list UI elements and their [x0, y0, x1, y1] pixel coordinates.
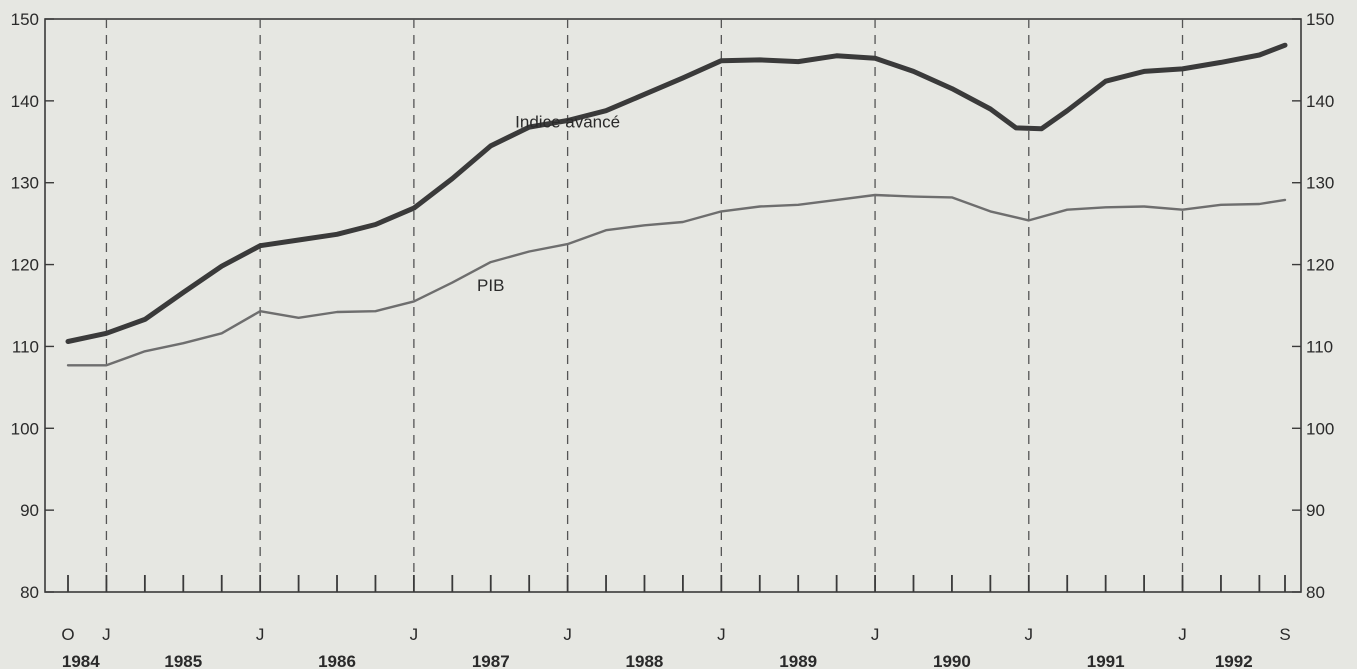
y-tick-label-right: 120 [1306, 256, 1334, 275]
x-month-label: J [1025, 625, 1034, 644]
x-month-label: J [871, 625, 880, 644]
series-lines [65, 42, 1288, 367]
x-year-label: 1990 [933, 652, 971, 669]
y-tick-label-right: 130 [1306, 174, 1334, 193]
dashed-gridlines [105, 19, 1184, 592]
y-tick-label-right: 90 [1306, 501, 1325, 520]
y-tick-label-right: 100 [1306, 419, 1334, 438]
x-month-label: J [563, 625, 572, 644]
x-month-label: J [410, 625, 419, 644]
y-tick-label-left: 130 [11, 174, 39, 193]
x-month-label: O [61, 625, 74, 644]
x-axis: O J J J J J J J J S 1984 1985 1986 1987 1988 1989 1990 19… [61, 625, 1290, 669]
series-line [66, 193, 1287, 367]
x-year-label: 1986 [318, 652, 356, 669]
series-label: PIB [477, 276, 504, 295]
y-tick-label-right: 150 [1306, 10, 1334, 29]
x-year-label: 1992 [1215, 652, 1253, 669]
y-tick-label-left: 90 [20, 501, 39, 520]
plot-frame [44, 18, 1302, 593]
x-month-label: J [1178, 625, 1187, 644]
y-tick-label-right: 110 [1306, 337, 1333, 356]
y-tick-label-right: 140 [1306, 92, 1334, 111]
y-axis-right: 80 90 100 110 120 130 140 150 [1292, 10, 1334, 602]
y-tick-label-right: 80 [1306, 583, 1325, 602]
y-tick-label-left: 140 [11, 92, 39, 111]
y-tick-label-left: 80 [20, 583, 39, 602]
y-tick-label-left: 150 [11, 10, 39, 29]
y-axis-left: 80 90 100 110 120 130 140 150 [11, 10, 54, 602]
x-month-label: J [102, 625, 111, 644]
monthly-ticks [67, 575, 1286, 592]
x-year-label: 1987 [472, 652, 510, 669]
y-tick-label-left: 100 [11, 419, 39, 438]
series-label: Indice avancé [515, 112, 620, 131]
y-tick-label-left: 110 [12, 337, 39, 356]
series-line [65, 42, 1288, 344]
x-month-label: J [256, 625, 265, 644]
x-year-label: 1984 [62, 652, 100, 669]
x-month-label: J [717, 625, 726, 644]
x-month-label: S [1279, 625, 1290, 644]
x-year-label: 1985 [164, 652, 202, 669]
x-year-label: 1991 [1087, 652, 1125, 669]
x-year-label: 1988 [626, 652, 664, 669]
x-year-label: 1989 [779, 652, 817, 669]
y-tick-label-left: 120 [11, 256, 39, 275]
series-labels: Indice avancé PIB [477, 112, 620, 295]
